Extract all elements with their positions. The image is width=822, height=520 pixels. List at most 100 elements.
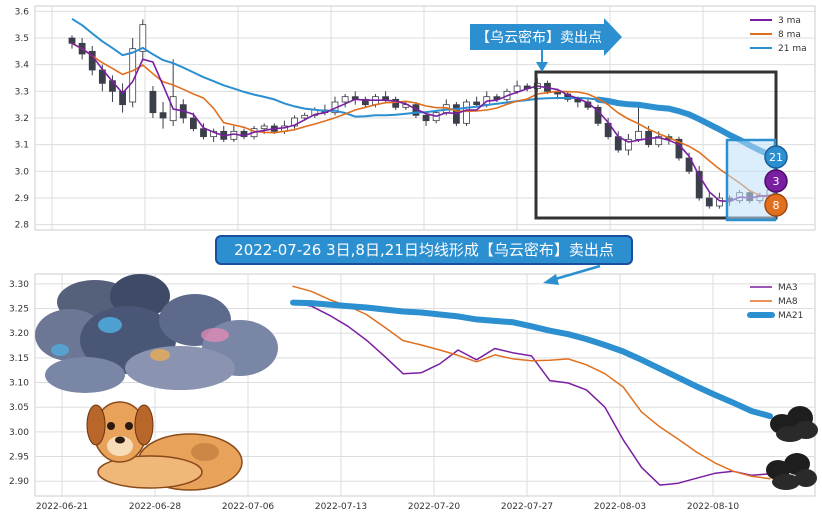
candle	[635, 130, 642, 140]
candle	[341, 96, 349, 103]
candle	[189, 117, 197, 130]
bottom-y-tick-label: 2.90	[9, 477, 29, 487]
legend-label-MA3: MA3	[778, 283, 798, 293]
candle	[463, 101, 470, 124]
candle	[716, 197, 723, 207]
top-y-tick-label: 3.0	[15, 167, 30, 177]
bottom-y-axis: 2.90 2.95 3.00 3.05 3.10 3.15 3.20 3.25 3.30	[9, 280, 29, 487]
candle	[574, 98, 582, 103]
dog-spot	[191, 443, 219, 461]
candle	[260, 125, 268, 130]
x-tick-label: 2022-06-21	[36, 502, 88, 512]
badge-8-label: 8	[773, 199, 780, 212]
dog-eye-right	[125, 422, 133, 430]
top-y-tick-label: 3.5	[15, 34, 29, 44]
candle	[68, 37, 76, 44]
bottom-y-tick-label: 3.10	[9, 379, 29, 389]
bottom-y-tick-label: 3.25	[9, 305, 29, 315]
bottom-y-tick-label: 3.15	[9, 354, 29, 364]
small-cloud-puff	[776, 426, 804, 442]
cloud-puff	[45, 357, 125, 393]
candlestick-panel: 2.8 2.9 3.0 3.1 3.2 3.3 3.4 3.5 3.6 3 ma 8 ma 21…	[15, 5, 816, 231]
bottom-moving-averages	[290, 285, 773, 486]
top-y-tick-label: 2.9	[15, 194, 30, 204]
legend-label-MA21: MA21	[778, 311, 803, 321]
bottom-y-tick-label: 3.20	[9, 329, 29, 339]
bottom-x-axis: 2022-06-21 2022-06-28 2022-07-06 2022-07-13…	[36, 502, 740, 512]
top-y-tick-label: 3.1	[15, 141, 29, 151]
legend-label-MA8: MA8	[778, 297, 798, 307]
x-tick-label: 2022-06-28	[129, 502, 182, 512]
bottom-annotation: 2022-07-26 3日,8日,21日均线形成【乌云密布】卖出点	[215, 235, 633, 285]
dog-ear-left	[86, 404, 106, 446]
annotation-pointer-head	[536, 62, 548, 72]
badge-3	[764, 169, 788, 193]
top-annotation-text: 【乌云密布】卖出点	[476, 29, 602, 46]
bottom-annotation-text: 2022-07-26 3日,8日,21日均线形成【乌云密布】卖出点	[234, 241, 614, 259]
x-tick-label: 2022-07-06	[222, 502, 275, 512]
small-dark-cloud-upper	[770, 406, 818, 442]
cloud-color-accent	[150, 349, 170, 361]
dog-nose	[115, 436, 125, 444]
x-tick-label: 2022-08-03	[594, 502, 646, 512]
top-legend: 3 ma 8 ma 21 ma	[750, 16, 807, 54]
dog-paws	[97, 455, 203, 489]
top-annotation: 【乌云密布】卖出点	[470, 18, 622, 72]
series-line-MA21	[290, 299, 773, 420]
bottom-annotation-box	[215, 235, 633, 265]
candle	[473, 101, 481, 106]
x-tick-label: 2022-07-27	[501, 502, 553, 512]
dog-illustration	[86, 401, 243, 491]
x-tick-label: 2022-07-20	[408, 502, 461, 512]
candle	[655, 136, 663, 146]
top-y-tick-label: 3.2	[15, 114, 29, 124]
candle	[624, 138, 632, 151]
candle	[685, 157, 693, 172]
bottom-y-tick-label: 2.95	[9, 453, 29, 463]
badge-21-label: 21	[769, 151, 783, 164]
top-y-axis: 2.8 2.9 3.0 3.1 3.2 3.3 3.4 3.5 3.6	[15, 7, 30, 230]
small-cloud-puff	[772, 474, 800, 490]
legend-label-21ma: 21 ma	[778, 44, 807, 54]
line-8ma	[71, 42, 771, 199]
legend-label-8ma: 8 ma	[778, 30, 801, 40]
bottom-annotation-pointer	[551, 264, 601, 282]
bottom-y-tick-label: 3.00	[9, 428, 29, 438]
x-tick-label: 2022-07-13	[315, 502, 367, 512]
badge-8	[764, 193, 788, 217]
series-line-MA8	[292, 285, 771, 480]
top-y-tick-label: 3.6	[15, 7, 30, 17]
bottom-y-tick-label: 3.05	[9, 403, 29, 413]
cloud-color-accent	[98, 317, 122, 333]
cloud-puff	[125, 346, 235, 390]
candle	[159, 112, 167, 119]
ma-line-panel: 2.90 2.95 3.00 3.05 3.10 3.15 3.20 3.25 3.30 202…	[9, 273, 818, 512]
small-dark-cloud-lower	[766, 453, 817, 490]
candle	[493, 96, 501, 100]
candle	[513, 85, 521, 92]
dog-eye-left	[107, 422, 115, 430]
candle	[392, 98, 400, 108]
candle	[361, 98, 369, 106]
candle	[230, 130, 238, 140]
candle	[422, 114, 430, 122]
candle	[149, 90, 157, 114]
cloud-color-accent	[51, 344, 69, 356]
small-cloud-puff	[795, 469, 817, 487]
ma-badges: 21 3 8	[764, 145, 788, 217]
candle	[705, 197, 713, 207]
series-line-MA3	[292, 301, 771, 486]
badge-21	[764, 145, 788, 169]
storm-cloud-illustration	[35, 274, 278, 393]
dog-ear-right	[134, 404, 154, 446]
annotation-arrow-shape	[470, 18, 622, 56]
candle	[200, 128, 207, 138]
top-y-tick-label: 3.3	[15, 87, 29, 97]
badge-3-label: 3	[773, 175, 780, 188]
cloud-color-accent	[201, 328, 229, 342]
candle	[382, 96, 389, 100]
candle	[291, 117, 298, 127]
top-grid	[35, 6, 815, 230]
candle	[119, 90, 126, 106]
